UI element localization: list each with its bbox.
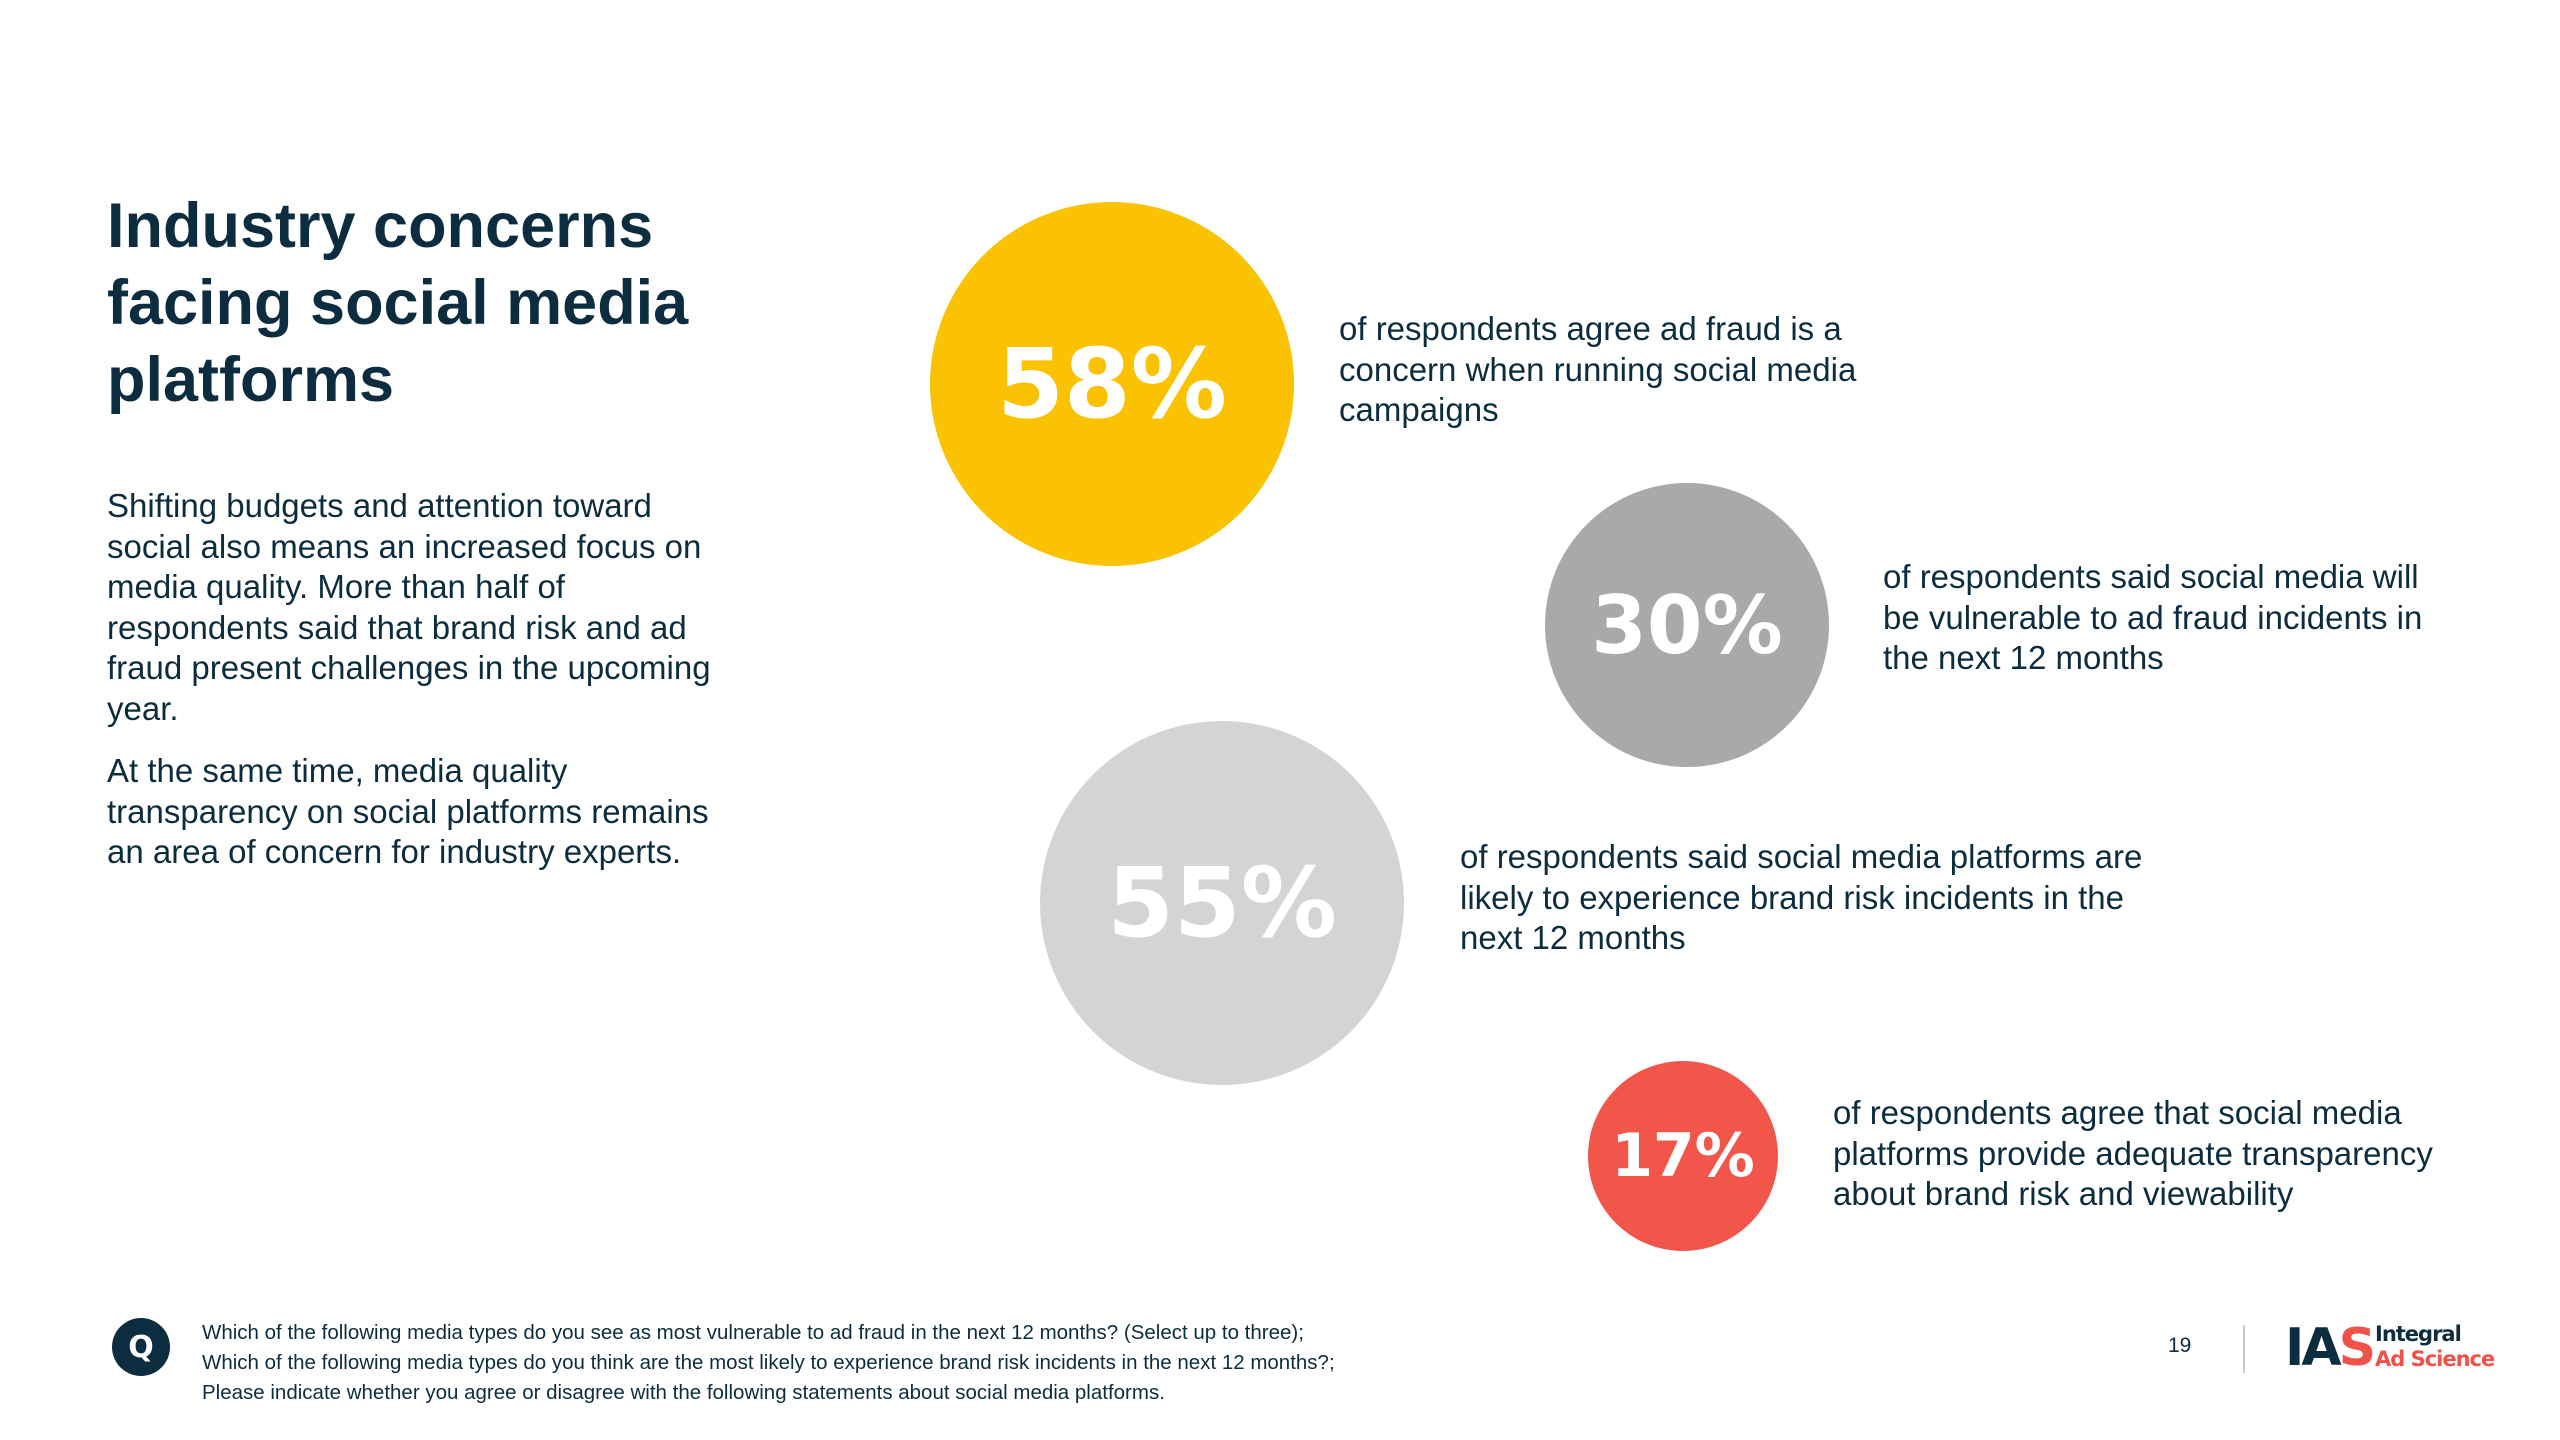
stat-circle-ad-fraud-vulnerable: 30%	[1545, 483, 1829, 767]
stat-circle-ad-fraud-concern: 58%	[930, 202, 1294, 566]
intro-text: Shifting budgets and attention toward so…	[107, 486, 727, 895]
stat-circle-brand-risk: 55%	[1040, 721, 1404, 1085]
ias-logo-mark: IAS	[2285, 1318, 2376, 1378]
stat-value: 17%	[1611, 1121, 1755, 1191]
intro-paragraph-1: Shifting budgets and attention toward so…	[107, 487, 711, 727]
stat-circle-transparency: 17%	[1588, 1061, 1778, 1251]
question-badge-label: Q	[128, 1329, 154, 1365]
stat-description-ad-fraud-vulnerable: of respondents said social media will be…	[1883, 558, 2423, 676]
stat-value: 58%	[997, 328, 1227, 440]
logo-mark-prefix: IA	[2285, 1318, 2342, 1378]
footer-question-3: Please indicate whether you agree or dis…	[202, 1381, 1165, 1404]
question-badge: Q	[112, 1318, 170, 1376]
page-number: 19	[2168, 1334, 2192, 1357]
footer-divider	[2243, 1325, 2245, 1373]
stat-description-brand-risk: of respondents said social media platfor…	[1460, 838, 2143, 956]
page-title: Industry concerns facing social media pl…	[107, 191, 689, 415]
ias-logo: IAS Integral Ad Science	[2285, 1318, 2497, 1378]
stat-description-transparency: of respondents agree that social media p…	[1833, 1094, 2433, 1212]
stat-value: 30%	[1591, 578, 1783, 672]
logo-mark-suffix: S	[2338, 1318, 2376, 1378]
stat-description-ad-fraud-concern: of respondents agree ad fraud is a conce…	[1339, 310, 1857, 428]
footer-question-1: Which of the following media types do yo…	[202, 1321, 1304, 1344]
footer-question-2: Which of the following media types do yo…	[202, 1351, 1335, 1374]
logo-word-integral: Integral	[2375, 1322, 2462, 1346]
logo-word-ad-science: Ad Science	[2375, 1347, 2495, 1371]
footer-questions: Which of the following media types do yo…	[202, 1318, 1702, 1408]
stat-value: 55%	[1107, 847, 1337, 959]
intro-paragraph-2: At the same time, media quality transpar…	[107, 752, 709, 870]
